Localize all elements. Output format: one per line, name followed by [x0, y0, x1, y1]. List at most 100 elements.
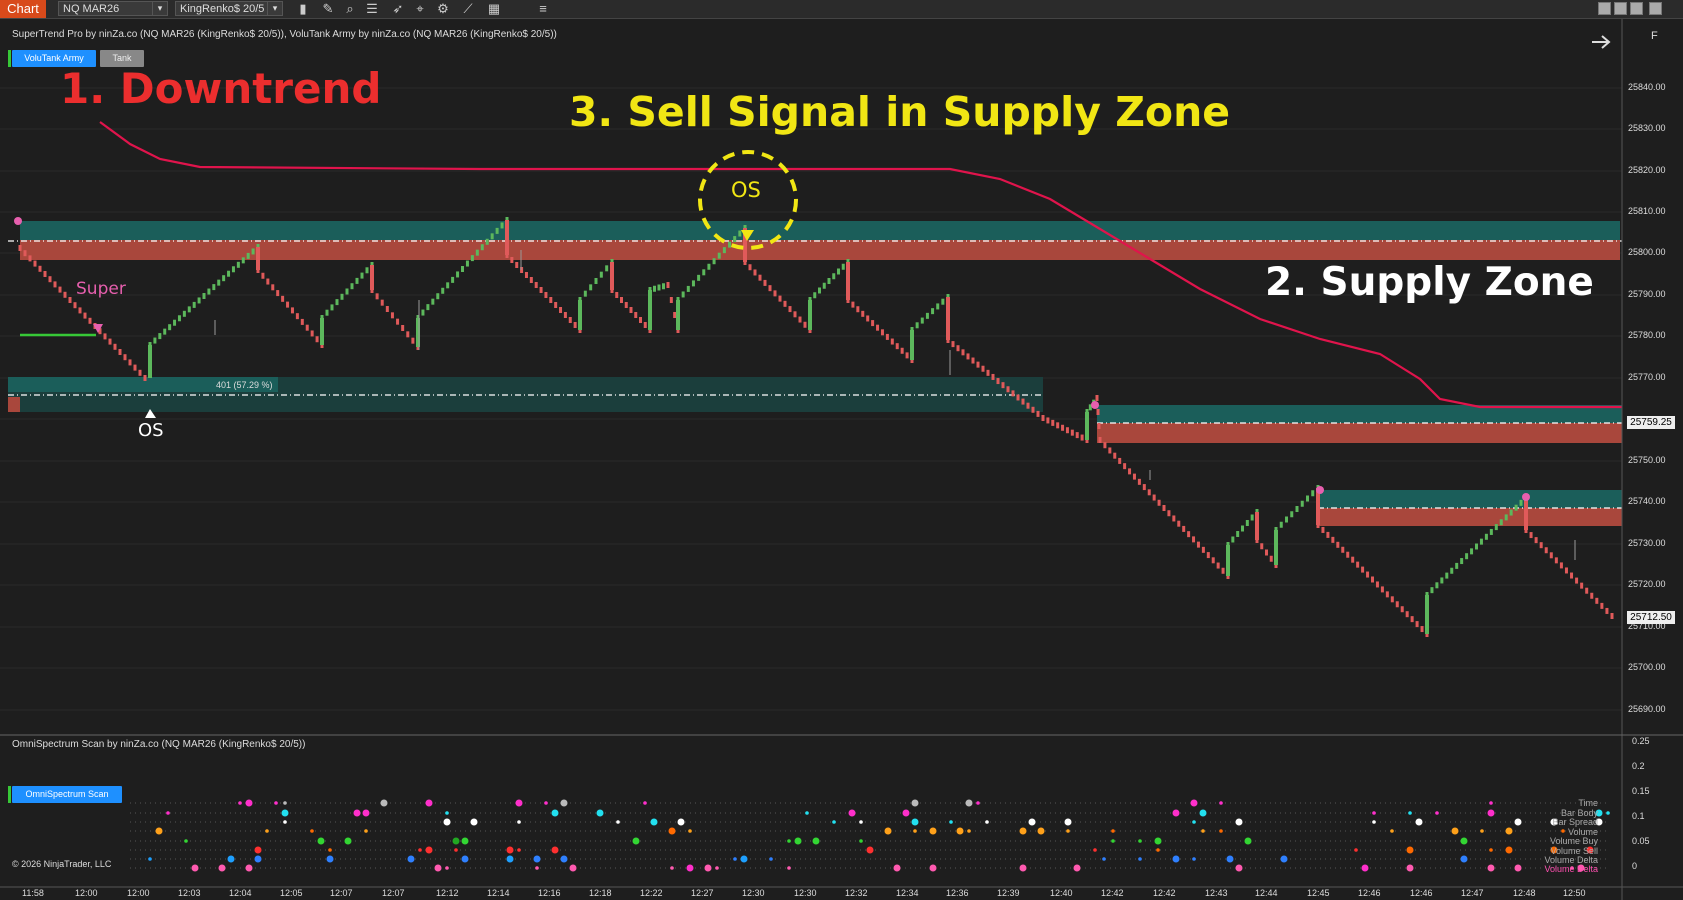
scan-dot: [956, 827, 964, 835]
renko-reversal-bar: [416, 318, 420, 347]
renko-brick: [1590, 592, 1594, 599]
volutank-army-button[interactable]: VoluTank Army: [12, 50, 96, 67]
renko-brick: [1455, 562, 1459, 569]
scan-dot: [787, 866, 791, 870]
chart-canvas[interactable]: [0, 19, 1683, 900]
restore-button[interactable]: [1614, 2, 1627, 15]
renko-brick: [583, 290, 587, 297]
scan-dot: [1451, 827, 1459, 835]
scan-dot: [866, 846, 874, 854]
minimize-button[interactable]: [1598, 2, 1611, 15]
renko-brick: [1494, 524, 1498, 531]
scan-dot: [1111, 829, 1115, 833]
renko-brick: [717, 252, 721, 259]
pointer-icon[interactable]: ➶: [392, 1, 404, 16]
renko-brick: [485, 238, 489, 245]
scan-dot: [704, 864, 712, 872]
scan-dot: [425, 799, 433, 807]
renko-brick: [697, 274, 701, 281]
renko-reversal-bar: [370, 265, 374, 290]
renko-brick: [822, 282, 826, 289]
scan-dot: [1408, 811, 1412, 815]
close-button[interactable]: [1649, 2, 1662, 15]
scan-dot: [859, 839, 863, 843]
renko-brick: [123, 354, 127, 361]
renko-brick: [1128, 468, 1132, 475]
renko-brick: [1570, 572, 1574, 579]
renko-brick: [743, 259, 747, 265]
renko-brick: [281, 295, 285, 302]
pencil-icon[interactable]: ✎: [322, 1, 334, 16]
scan-dot: [434, 864, 442, 872]
renko-brick: [931, 308, 935, 315]
renko-brick: [910, 327, 914, 333]
renko-brick: [763, 279, 767, 286]
renko-brick: [900, 347, 904, 354]
renko-brick: [227, 270, 231, 277]
current-price-marker: 25712.50: [1627, 611, 1675, 624]
renko-brick: [1011, 390, 1015, 397]
renko-brick: [936, 303, 940, 310]
omnispectrum-scan-button[interactable]: OmniSpectrum Scan: [12, 786, 122, 803]
crosshair-icon[interactable]: ⌖: [416, 1, 424, 16]
tank-button[interactable]: Tank: [100, 50, 144, 67]
scan-dot: [596, 809, 604, 817]
price-label: 25770.00: [1628, 372, 1666, 382]
zoom-icon[interactable]: ⌕: [346, 1, 354, 16]
renko-brick: [605, 265, 609, 272]
renko-brick: [1435, 582, 1439, 589]
renko-reversal-bar: [1085, 412, 1089, 440]
scan-dot: [1570, 866, 1574, 870]
scan-dot: [1460, 837, 1468, 845]
renko-brick: [681, 291, 685, 298]
renko-brick: [510, 257, 514, 263]
instrument-selector[interactable]: NQ MAR26 ▾: [58, 1, 168, 16]
renko-brick: [286, 301, 290, 308]
templates-icon[interactable]: ▦: [487, 1, 501, 16]
renko-brick: [1356, 561, 1360, 568]
bars-icon[interactable]: ▮: [299, 1, 307, 16]
list-icon[interactable]: ≡: [539, 1, 547, 16]
scan-dot: [1037, 827, 1045, 835]
renko-brick: [1450, 567, 1454, 574]
scan-dot: [1372, 820, 1376, 824]
renko-brick: [1157, 499, 1161, 506]
bar-type-selector[interactable]: KingRenko$ 20/5 ▾: [175, 1, 283, 16]
chart-tab[interactable]: Chart: [0, 0, 46, 18]
renko-brick: [961, 349, 965, 356]
renko-brick: [490, 233, 494, 240]
renko-brick: [1255, 537, 1259, 543]
time-label: 12:39: [997, 888, 1020, 898]
renko-brick: [1070, 429, 1074, 436]
instrument-value: NQ MAR26: [63, 3, 120, 15]
time-label: 12:00: [127, 888, 150, 898]
renko-brick: [1524, 527, 1528, 533]
scan-dot: [254, 846, 262, 854]
renko-brick: [728, 241, 732, 248]
scan-dot: [254, 855, 262, 863]
scan-dot: [832, 820, 836, 824]
renko-brick: [1580, 582, 1584, 589]
renko-brick: [568, 317, 572, 323]
renko-brick: [461, 266, 464, 272]
scan-dot: [1354, 848, 1358, 852]
super-sell-arrow: [93, 324, 103, 333]
drawing-tool-icon[interactable]: ⟋: [463, 1, 473, 16]
scan-dot: [1235, 818, 1243, 826]
renko-brick: [1187, 531, 1191, 538]
renko-brick: [1211, 557, 1215, 564]
os-buy-label: OS: [138, 420, 164, 441]
renko-brick: [920, 317, 924, 324]
properties-icon[interactable]: ☰: [366, 1, 378, 16]
arrow-right-icon[interactable]: [1592, 35, 1611, 49]
time-label: 12:22: [640, 888, 663, 898]
os-highlight-circle: [698, 150, 798, 250]
scan-dot: [283, 820, 287, 824]
renko-brick: [1172, 515, 1176, 522]
scan-dot: [344, 837, 352, 845]
renko-brick: [895, 343, 899, 350]
strategy-icon[interactable]: ⚙: [437, 1, 449, 16]
renko-reversal-bar: [676, 300, 680, 330]
maximize-button[interactable]: [1630, 2, 1643, 15]
renko-brick: [1390, 596, 1394, 603]
